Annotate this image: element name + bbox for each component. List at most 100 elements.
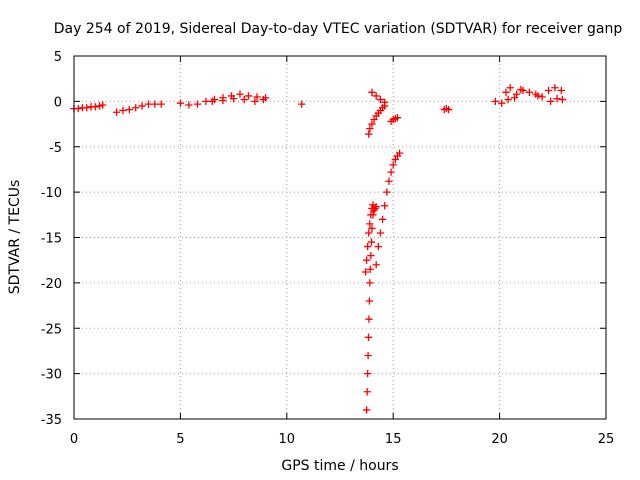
data-point	[506, 84, 514, 92]
data-point	[367, 211, 375, 219]
data-point	[236, 90, 244, 98]
x-tick-label: 15	[385, 432, 402, 447]
data-point	[444, 105, 453, 114]
data-point	[251, 97, 259, 106]
x-axis-label: GPS time / hours	[281, 458, 398, 474]
y-tick-label: 0	[54, 95, 62, 110]
data-point	[374, 242, 382, 251]
data-point	[363, 388, 371, 396]
x-tick-label: 20	[491, 432, 508, 447]
data-point	[364, 333, 373, 341]
data-point	[510, 94, 519, 102]
data-point	[144, 100, 153, 108]
data-point	[385, 177, 393, 185]
y-tick-label: -5	[49, 141, 62, 156]
data-point	[553, 95, 561, 103]
y-axis-label: SDTVAR / TECUs	[7, 180, 23, 295]
data-point	[368, 88, 376, 96]
data-point	[381, 202, 389, 210]
data-point	[534, 92, 542, 100]
grid-lines	[74, 56, 606, 419]
data-point	[366, 124, 374, 133]
data-point	[364, 351, 372, 360]
data-point	[551, 84, 559, 92]
data-point	[364, 242, 372, 251]
data-point	[298, 100, 306, 108]
data-point	[517, 85, 525, 94]
data-point	[91, 103, 99, 111]
data-point	[376, 95, 385, 104]
data-point	[498, 99, 506, 107]
data-point	[491, 97, 499, 106]
data-point	[378, 215, 387, 223]
y-tick-label: -20	[41, 277, 62, 292]
data-point	[366, 279, 374, 287]
data-point	[367, 238, 376, 246]
y-tick-label: -10	[41, 186, 62, 201]
data-point	[387, 168, 395, 176]
data-point	[193, 100, 202, 108]
data-point	[112, 108, 121, 116]
data-point	[361, 268, 370, 276]
data-point	[558, 95, 567, 104]
y-tick-label: -35	[41, 413, 62, 428]
data-point	[95, 102, 104, 110]
data-point	[125, 105, 133, 114]
data-point	[362, 406, 371, 414]
data-point	[240, 95, 248, 104]
data-point	[208, 97, 216, 106]
data-point	[132, 104, 140, 112]
data-point	[547, 97, 555, 106]
data-point	[364, 369, 372, 378]
data-point	[525, 88, 534, 96]
data-point	[383, 188, 391, 196]
data-point	[365, 130, 373, 138]
data-point	[504, 95, 512, 104]
data-points	[70, 84, 567, 414]
data-point	[185, 101, 193, 109]
y-tick-label: -15	[41, 232, 62, 247]
axis-ticks: 0 5 10 15 20 25 5 0 -5 -10 -15 -20 -25 -30 -35	[41, 50, 615, 447]
data-point	[365, 229, 373, 237]
data-point	[253, 93, 261, 101]
data-point	[362, 256, 371, 264]
data-point	[151, 100, 159, 108]
data-point	[368, 204, 376, 213]
data-point	[389, 161, 397, 169]
data-point	[83, 104, 91, 112]
y-tick-label: -25	[41, 322, 62, 337]
data-point	[369, 201, 377, 209]
data-point	[229, 95, 238, 103]
data-point	[366, 220, 374, 228]
data-point	[376, 229, 385, 237]
x-tick-label: 10	[279, 432, 296, 447]
x-tick-label: 25	[598, 432, 615, 447]
data-point	[202, 97, 210, 106]
y-tick-label: 5	[54, 50, 62, 65]
data-point	[157, 100, 165, 108]
data-point	[372, 92, 380, 100]
y-tick-label: -30	[41, 368, 62, 383]
data-point	[557, 86, 565, 95]
data-point	[381, 98, 389, 106]
data-point	[368, 224, 376, 233]
data-point	[74, 104, 82, 113]
x-tick-label: 0	[70, 432, 78, 447]
data-point	[365, 315, 373, 323]
data-point	[368, 120, 376, 128]
data-point	[244, 92, 253, 100]
data-point	[176, 99, 185, 107]
data-point	[393, 114, 402, 122]
data-point	[138, 102, 146, 110]
data-point	[119, 106, 127, 115]
data-point	[99, 101, 107, 109]
data-point	[367, 252, 375, 260]
data-point	[372, 261, 380, 269]
data-point	[502, 88, 510, 96]
data-point	[538, 93, 546, 101]
data-point	[365, 297, 374, 305]
data-point	[395, 149, 404, 157]
data-point	[259, 95, 268, 104]
x-tick-label: 5	[176, 432, 184, 447]
